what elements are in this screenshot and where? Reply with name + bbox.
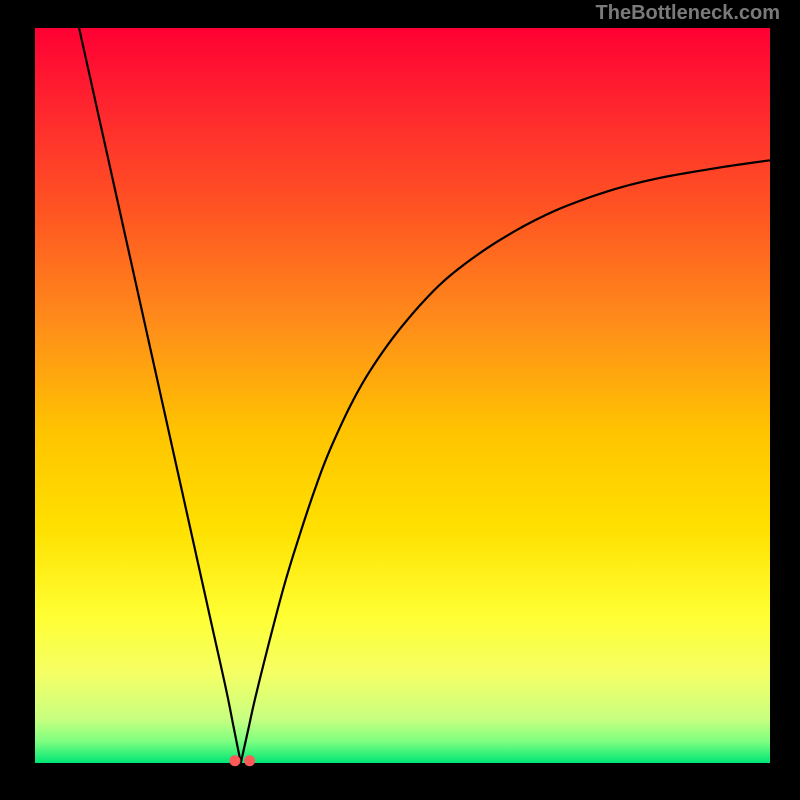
- bottleneck-chart: [0, 0, 800, 800]
- watermark-text: TheBottleneck.com: [596, 2, 780, 25]
- valley-marker: [244, 755, 255, 766]
- valley-marker: [229, 755, 240, 766]
- chart-container: { "watermark": "TheBottleneck.com", "cha…: [0, 0, 800, 800]
- plot-background: [35, 28, 770, 763]
